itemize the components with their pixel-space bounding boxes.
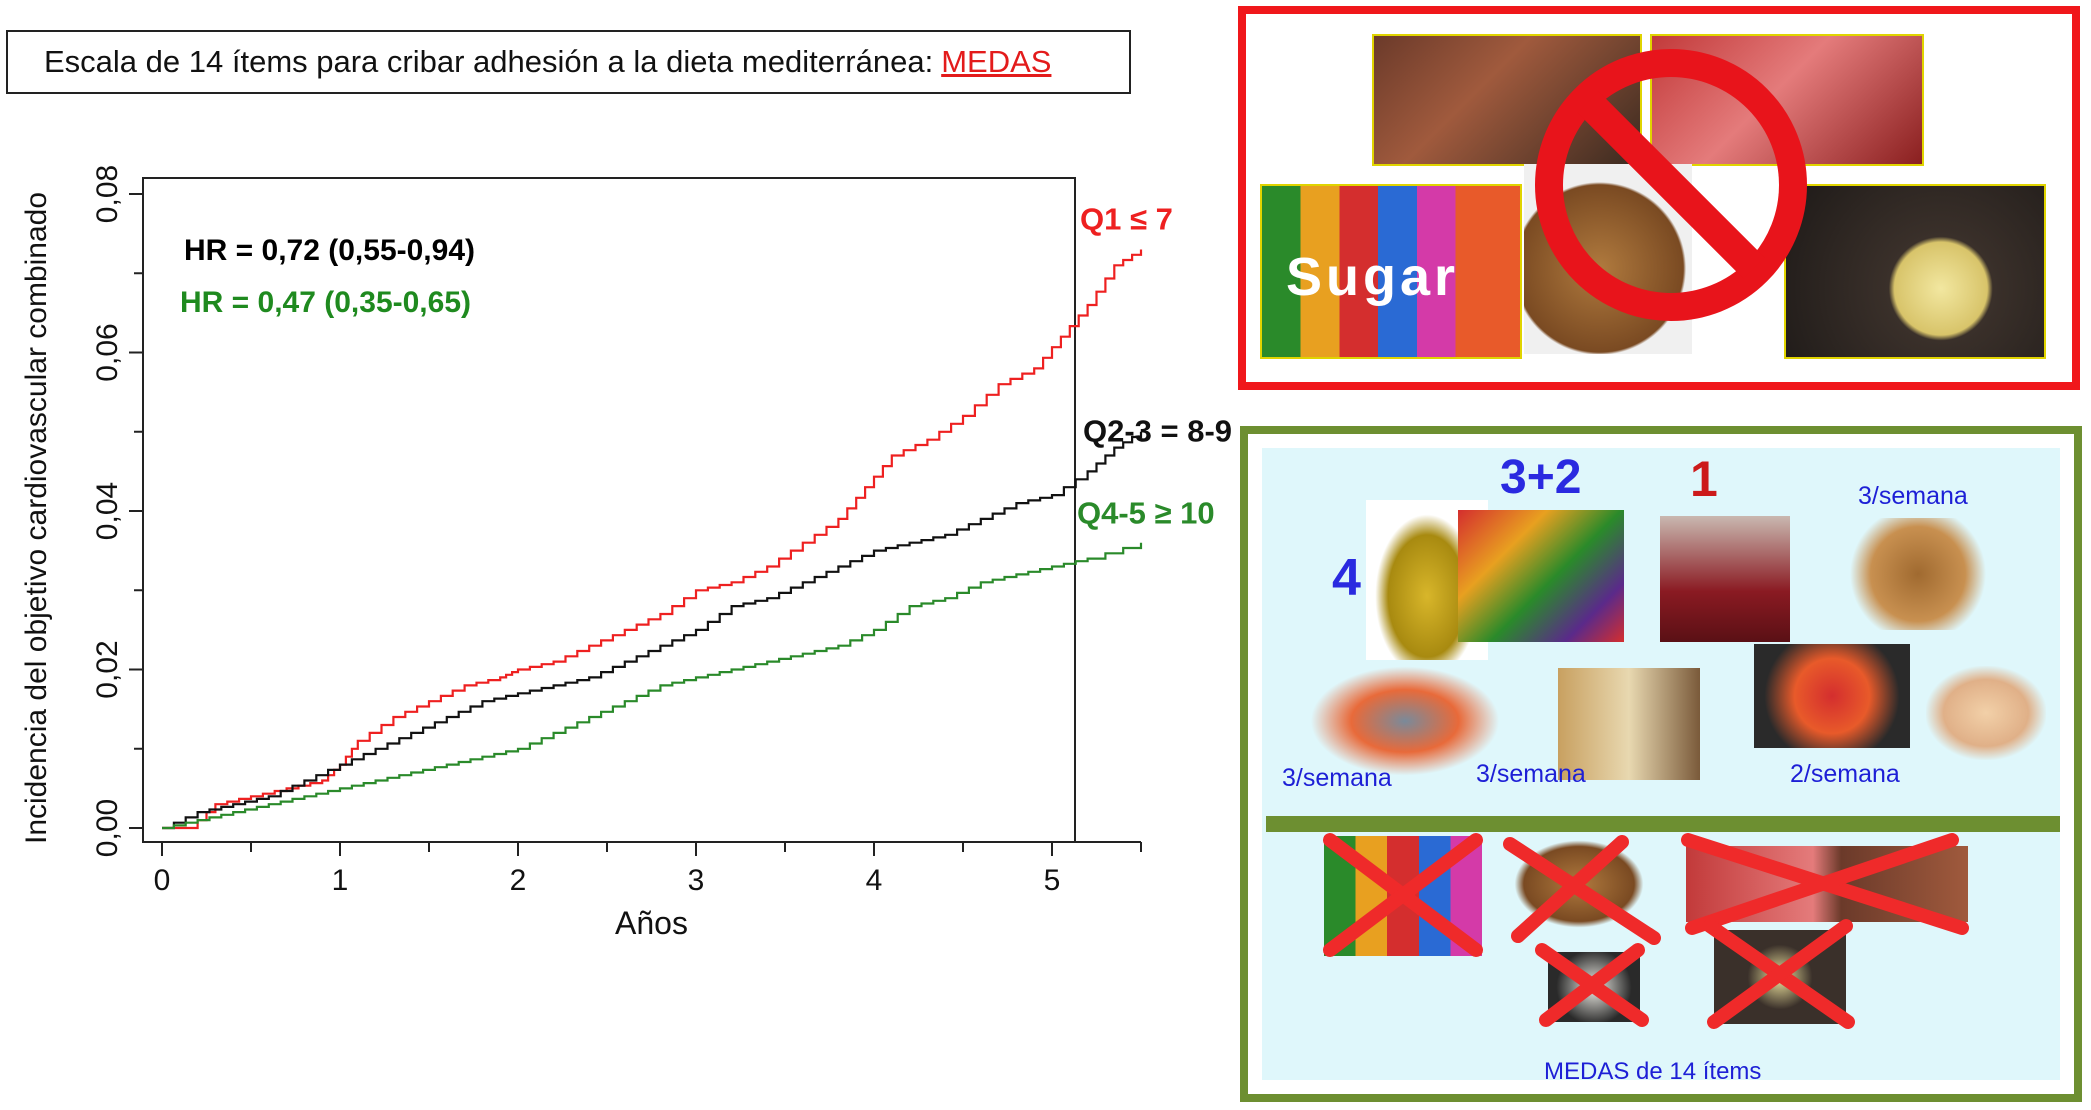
- sofrito-label: 2/semana: [1790, 760, 1900, 788]
- y-tick-label: 0,04: [91, 482, 124, 540]
- title-text: Escala de 14 ítems para cribar adhesión …: [44, 44, 934, 79]
- legumes-photo: [1558, 668, 1700, 780]
- y-tick-label: 0,02: [91, 640, 124, 698]
- medas-footer: MEDAS de 14 ítems: [1544, 1058, 1762, 1085]
- series-label-2: Q4-5 ≥ 10: [1077, 496, 1215, 531]
- forbidden-foods-panel: Sugar: [1238, 6, 2080, 390]
- y-axis-label: Incidencia del objetivo cardiovascular c…: [20, 192, 53, 844]
- x-tick-label: 5: [1044, 864, 1061, 897]
- prohibited-icon: [1535, 49, 1807, 321]
- x-tick-label: 1: [332, 864, 349, 897]
- wine-photo: [1660, 516, 1790, 642]
- x-tick-label: 4: [866, 864, 883, 897]
- hr-annotation-1: HR = 0,47 (0,35-0,65): [180, 286, 471, 319]
- hr-annotation-0: HR = 0,72 (0,55-0,94): [184, 234, 475, 267]
- legumes-label: 3/semana: [1476, 760, 1586, 788]
- title-box: Escala de 14 ítems para cribar adhesión …: [6, 30, 1131, 94]
- plot-frame: [142, 177, 1076, 843]
- sugar-drinks-photo: Sugar: [1260, 184, 1522, 359]
- sugar-text: Sugar: [1286, 247, 1460, 307]
- kaplan-meier-chart: 0 1 2 3 4 5 0,00 0,02 0,04 0,06 0,08 Años Incidencia…: [20, 165, 1232, 941]
- y-tick-label: 0,08: [91, 165, 124, 223]
- series-label-0: Q1 ≤ 7: [1080, 202, 1173, 237]
- series-line-0: [162, 249, 1143, 830]
- panel-background: 4 3+2 1 3/semana 3/semana 3/semana 2/sem…: [1262, 448, 2060, 1085]
- divider-bar: [1266, 816, 2060, 832]
- sofrito-photo: [1754, 644, 1910, 748]
- series-line-2: [162, 542, 1143, 830]
- chicken-photo: [1926, 666, 2046, 760]
- butter-photo: [1784, 184, 2046, 359]
- fish-photo: [1310, 666, 1500, 776]
- fruit-veg-count: 3+2: [1500, 451, 1582, 504]
- x-tick-label: 0: [154, 864, 171, 897]
- x-axis-label: Años: [615, 905, 688, 941]
- y-tick-label: 0,06: [91, 323, 124, 381]
- mediterranean-foods-panel: 4 3+2 1 3/semana 3/semana 3/semana 2/sem…: [1240, 426, 2082, 1102]
- y-tick-label: 0,00: [91, 799, 124, 857]
- olive-oil-count: 4: [1332, 549, 1361, 607]
- cross-marks: [1323, 833, 1969, 1029]
- x-tick-label: 3: [688, 864, 705, 897]
- nuts-photo: [1842, 518, 1994, 630]
- nuts-label: 3/semana: [1858, 482, 1968, 510]
- series-label-1: Q2-3 = 8-9: [1083, 413, 1232, 448]
- wine-count: 1: [1690, 451, 1718, 507]
- fruit-veg-photo: [1458, 510, 1624, 642]
- series-line-1: [162, 431, 1143, 830]
- x-tick-label: 2: [510, 864, 527, 897]
- medas-link[interactable]: MEDAS: [941, 44, 1052, 79]
- fish-label: 3/semana: [1282, 764, 1392, 792]
